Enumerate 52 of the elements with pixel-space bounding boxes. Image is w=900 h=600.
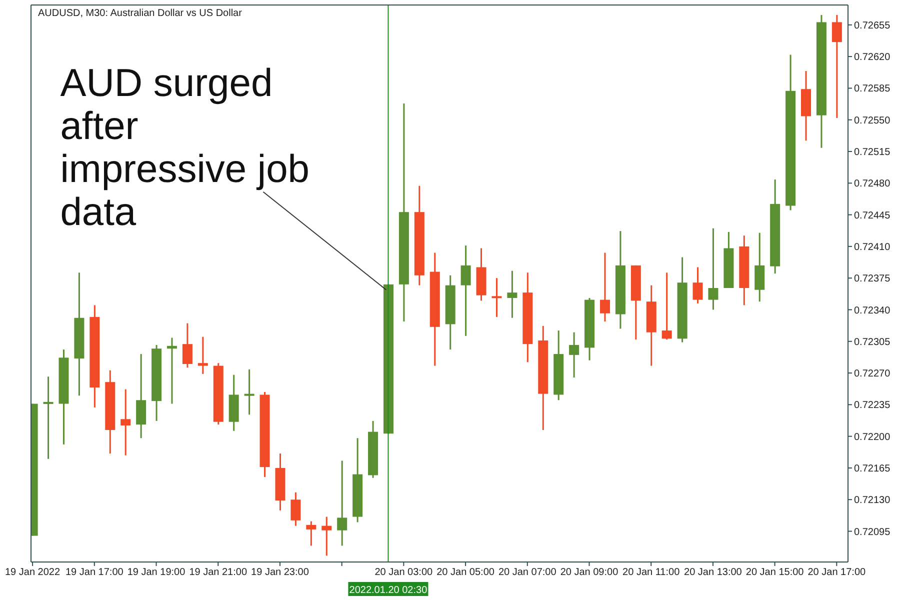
y-tick-label: 0.72550 (854, 115, 891, 126)
candlestick (460, 244, 471, 337)
x-tick-label: 20 Jan 07:00 (498, 567, 557, 578)
y-tick-label: 0.72200 (854, 432, 891, 443)
candlestick (290, 492, 301, 527)
candlestick (492, 277, 502, 318)
annotation: AUD surged after impressive job data (60, 62, 310, 234)
candlestick (244, 368, 254, 416)
x-tick-label: 20 Jan 13:00 (684, 567, 742, 578)
candlestick (337, 460, 348, 546)
candlestick (166, 337, 177, 405)
y-tick-label: 0.72305 (854, 336, 891, 348)
y-tick-label: 0.72095 (854, 526, 891, 538)
candlestick (182, 322, 192, 368)
x-tick-label: 20 Jan 15:00 (746, 567, 804, 578)
candlestick (832, 14, 842, 119)
x-tick-label: 19 Jan 21:00 (189, 567, 248, 578)
x-tick-label: 19 Jan 17:00 (65, 567, 124, 578)
y-tick-label: 0.72585 (854, 84, 891, 95)
candlestick (708, 228, 718, 310)
ref-line-label: 2022.01.20 02:30 (349, 585, 428, 596)
candlestick (662, 272, 672, 340)
chart-title: AUDUSD, M30: Australian Dollar vs US Dollar (38, 8, 243, 19)
candlestick (692, 266, 703, 304)
y-tick-label: 0.72515 (854, 147, 891, 158)
y-tick-label: 0.72620 (854, 52, 891, 64)
x-tick-label: 20 Jan 03:00 (374, 567, 434, 578)
candlestick (600, 252, 610, 322)
x-tick-label: 19 Jan 2022 (5, 567, 60, 578)
x-tick-label: 20 Jan 05:00 (436, 567, 495, 578)
y-tick-label: 0.72410 (854, 242, 891, 253)
candlestick (120, 388, 131, 456)
candlestick (198, 336, 208, 375)
x-tick-label: 20 Jan 11:00 (622, 567, 680, 578)
candlestick (43, 376, 54, 460)
x-tick-label: 20 Jan 09:00 (560, 567, 619, 578)
candlestick (322, 516, 332, 556)
x-tick-label: 20 Jan 17:00 (808, 567, 866, 578)
candlestick (306, 520, 316, 546)
x-tick-label: 19 Jan 23:00 (251, 567, 310, 578)
y-tick-label: 0.72270 (854, 368, 891, 380)
y-tick-label: 0.72445 (854, 210, 891, 222)
x-tick-label: 19 Jan 19:00 (127, 567, 186, 578)
y-tick-label: 0.72165 (854, 464, 891, 475)
y-tick-label: 0.72130 (854, 495, 891, 506)
candlestick (569, 332, 580, 378)
y-tick-label: 0.72340 (854, 305, 891, 316)
y-tick-label: 0.72655 (854, 20, 891, 32)
y-tick-label: 0.72235 (854, 400, 891, 412)
candlestick (507, 270, 518, 319)
y-tick-label: 0.72480 (854, 178, 891, 190)
y-tick-label: 0.72375 (854, 274, 891, 285)
